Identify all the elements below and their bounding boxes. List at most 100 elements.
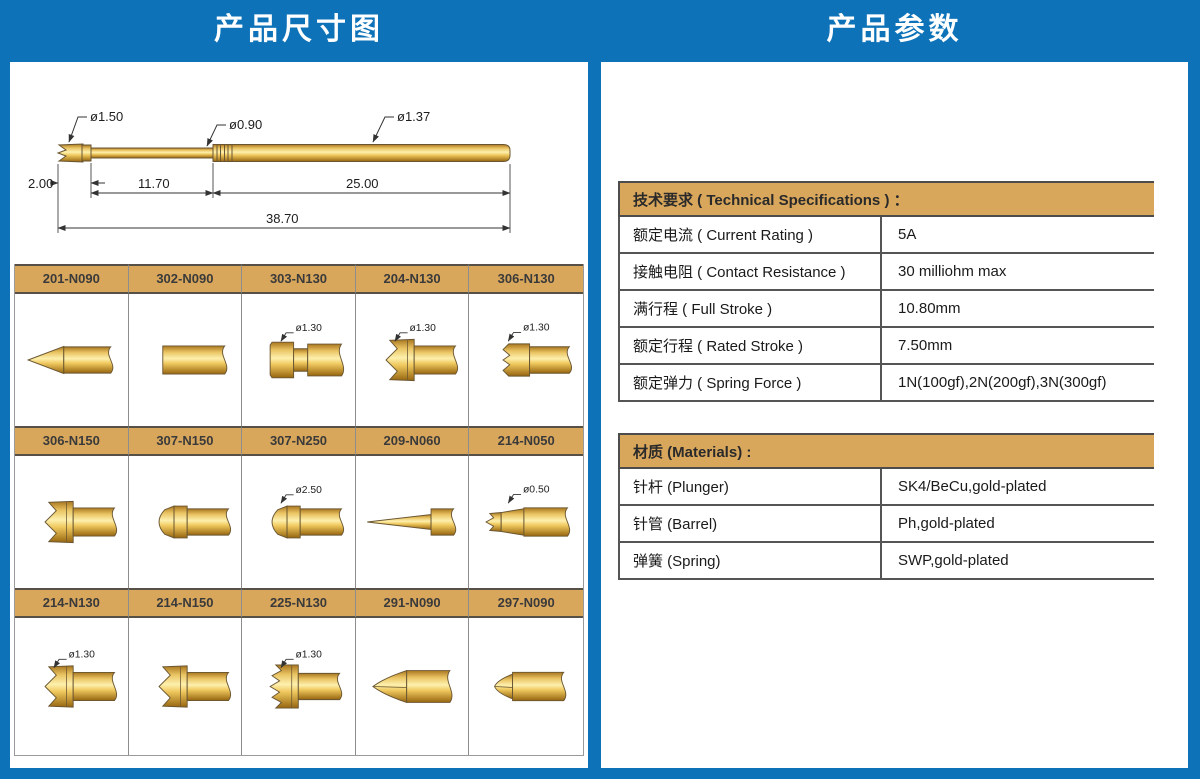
dimension-panel: ø1.50 ø0.90 ø1.37 2.00 11.70 25.00 38.70…: [10, 62, 588, 768]
materials-table-rows: 针杆 (Plunger) SK4/BeCu,gold-plated 针管 (Barr…: [618, 469, 1154, 580]
materials-table-header: 材质 (Materials) :: [618, 433, 1154, 469]
model-header-row: 201-N090 302-N090 303-N130 204-N130 306-N130: [15, 264, 583, 294]
row-label: 额定弹力 ( Spring Force ): [620, 365, 882, 400]
crown-tip: [56, 143, 84, 163]
dimension-lines: [50, 180, 511, 231]
model-number: 225-N130: [242, 588, 356, 618]
model-number: 214-N130: [15, 588, 129, 618]
dim-barrel-length: 25.00: [346, 176, 379, 191]
tip-diameter-label: ø1.30: [280, 649, 323, 669]
specs-table-header: 技术要求 ( Technical Specifications ) ：: [618, 181, 1154, 217]
model-number: 302-N090: [128, 264, 243, 294]
model-number: 214-N050: [469, 426, 583, 456]
svg-text:ø2.50: ø2.50: [296, 485, 323, 496]
probe-side-view: [56, 143, 511, 163]
row-label: 弹簧 (Spring): [620, 543, 882, 578]
probe-dimension-drawing: ø1.50 ø0.90 ø1.37 2.00 11.70 25.00 38.70: [28, 109, 511, 233]
model-number: 297-N090: [469, 588, 583, 618]
probe-tip-spear-short: [494, 671, 567, 702]
probe-tip-crown-multi: ø1.30: [269, 649, 343, 709]
tip-drawing-row: ø1.30 ø1.30: [15, 618, 583, 755]
model-number: 209-N060: [355, 426, 470, 456]
tip-drawing-cell: ø1.30: [15, 618, 129, 755]
svg-text:ø1.30: ø1.30: [68, 649, 95, 660]
dim-tip-length: 2.00: [28, 176, 53, 191]
model-number: 291-N090: [355, 588, 470, 618]
row-label: 接触电阻 ( Contact Resistance ): [620, 254, 882, 289]
barrel: [231, 144, 511, 162]
tip-variant-grid: 201-N090 302-N090 303-N130 204-N130 306-N130…: [14, 264, 584, 756]
row-value: Ph,gold-plated: [898, 515, 995, 532]
dim-total-length: 38.70: [266, 211, 299, 226]
tip-drawing-row: ø1.30 ø1.30 ø1.30: [15, 294, 583, 426]
probe-tip-crown-large: ø1.30: [385, 323, 458, 382]
tip-drawing-cell: [356, 456, 470, 588]
probe-tip-crown-tiny: ø0.50: [485, 485, 571, 537]
materials-table: 材质 (Materials) : 针杆 (Plunger) SK4/BeCu,go…: [618, 433, 1154, 580]
tip-drawing-cell: [129, 456, 243, 588]
tip-diameter-label: ø0.50: [508, 485, 550, 504]
row-value: SWP,gold-plated: [898, 552, 1009, 569]
svg-text:ø1.30: ø1.30: [296, 649, 323, 660]
tip-drawing-cell: ø1.30: [242, 618, 356, 755]
page-title-parameters: 产品参数: [826, 13, 963, 46]
tip-diameter-label: ø2.50: [280, 485, 323, 504]
svg-text:ø0.50: ø0.50: [523, 485, 550, 496]
probe-tip-crown-large: [44, 500, 118, 544]
table-row: 满行程 ( Full Stroke ) 10.80mm: [618, 291, 1154, 328]
parameters-panel: 技术要求 ( Technical Specifications ) ： 额定电流…: [601, 62, 1188, 768]
probe-tip-cone-head: [158, 505, 231, 539]
row-label: 针管 (Barrel): [620, 506, 882, 541]
tip-collar: [81, 144, 92, 162]
dia-label-barrel: ø1.37: [397, 109, 430, 124]
probe-tip-crown-large: ø1.30: [44, 649, 118, 708]
tip-drawing-row: ø2.50 ø0.50: [15, 456, 583, 588]
tip-drawing-cell: ø2.50: [242, 456, 356, 588]
row-label: 针杆 (Plunger): [620, 469, 882, 504]
table-row: 针管 (Barrel) Ph,gold-plated: [618, 506, 1154, 543]
probe-tip-needle: [367, 508, 456, 536]
table-row: 针杆 (Plunger) SK4/BeCu,gold-plated: [618, 469, 1154, 506]
table-row: 接触电阻 ( Contact Resistance ) 30 milliohm m…: [618, 254, 1154, 291]
tip-drawing-cell: ø1.30: [242, 294, 356, 426]
probe-tip-flat: [161, 345, 227, 375]
row-value: 5A: [898, 226, 917, 243]
row-value: SK4/BeCu,gold-plated: [898, 478, 1047, 495]
tip-drawing-cell: [129, 294, 243, 426]
model-header-row: 214-N130 214-N150 225-N130 291-N090 297-N090: [15, 588, 583, 618]
tip-drawing-cell: [356, 618, 470, 755]
tip-drawing-cell: ø1.30: [356, 294, 470, 426]
svg-text:ø1.30: ø1.30: [409, 323, 436, 334]
probe-tip-crown-large: [157, 665, 231, 708]
probe-tip-cone: [26, 345, 114, 375]
model-number: 307-N250: [242, 426, 356, 456]
tip-drawing-cell: [15, 294, 129, 426]
model-number: 306-N150: [15, 426, 129, 456]
row-label: 额定行程 ( Rated Stroke ): [620, 328, 882, 363]
tip-drawing-cell: [129, 618, 243, 755]
tip-diameter-label: ø1.30: [53, 649, 95, 669]
page-title-dimension-diagram: 产品尺寸图: [214, 13, 384, 46]
model-number: 307-N150: [128, 426, 243, 456]
crimp-section: [212, 144, 233, 162]
probe-tip-cone-head: ø2.50: [271, 485, 345, 539]
probe-tip-step: ø1.30: [269, 323, 345, 379]
row-label: 额定电流 ( Current Rating ): [620, 217, 882, 252]
row-value: 10.80mm: [898, 300, 961, 317]
table-row: 额定弹力 ( Spring Force ) 1N(100gf),2N(200gf)…: [618, 365, 1154, 402]
tip-drawing-cell: ø1.30: [469, 294, 583, 426]
row-value: 30 milliohm max: [898, 263, 1007, 280]
dim-plunger-length: 11.70: [138, 176, 170, 191]
model-number: 214-N150: [128, 588, 243, 618]
model-number: 201-N090: [15, 264, 129, 294]
model-number: 303-N130: [242, 264, 356, 294]
specs-table: 技术要求 ( Technical Specifications ) ： 额定电流…: [618, 181, 1154, 402]
table-row: 额定行程 ( Rated Stroke ) 7.50mm: [618, 328, 1154, 365]
tip-drawing-cell: ø0.50: [469, 456, 583, 588]
row-value: 7.50mm: [898, 337, 953, 354]
svg-text:ø1.30: ø1.30: [523, 323, 550, 334]
plunger-shaft: [90, 147, 214, 159]
probe-tip-spear: [371, 669, 453, 704]
table-row: 弹簧 (Spring) SWP,gold-plated: [618, 543, 1154, 580]
model-number: 306-N130: [469, 264, 583, 294]
